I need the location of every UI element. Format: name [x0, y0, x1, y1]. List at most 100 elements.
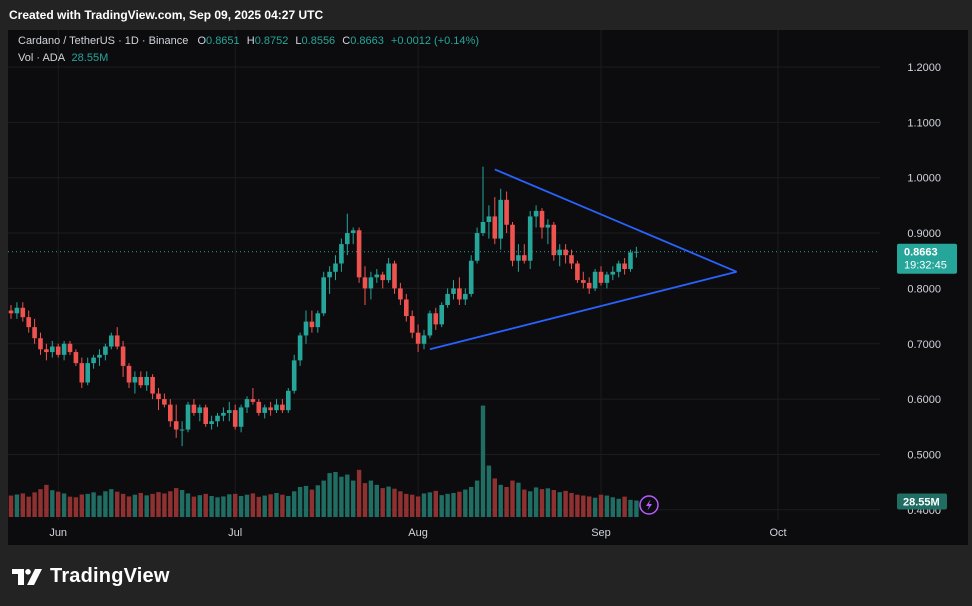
x-tick-label: Jul: [228, 527, 242, 539]
candle-body: [315, 313, 321, 328]
volume-bar: [144, 495, 149, 517]
volume-bar: [575, 494, 580, 517]
candle-body: [91, 357, 96, 364]
triangle-trendline[interactable]: [429, 270, 737, 351]
candle-body: [522, 255, 527, 261]
volume-bar: [516, 482, 521, 517]
candle: [374, 269, 380, 283]
volume-bar: [138, 493, 143, 517]
candle: [55, 343, 61, 358]
volume-bar: [44, 484, 49, 517]
candle-body: [339, 244, 344, 264]
volume-bar: [179, 490, 185, 517]
candle-body: [179, 429, 185, 431]
y-axis: 1.2000 1.1000 1.0000 0.9000 0.8000 0.7000 0.60…: [907, 62, 941, 517]
x-axis: Jun Jul Aug Sep Oct: [49, 527, 786, 539]
candle: [126, 363, 132, 389]
flash-icon[interactable]: [639, 495, 659, 515]
low-label: L: [295, 35, 302, 47]
candle: [79, 357, 85, 389]
candle-body: [26, 317, 31, 328]
candle-body: [50, 346, 55, 353]
volume-bar: [85, 493, 90, 517]
volume-bar: [103, 491, 108, 517]
candle: [545, 219, 551, 245]
tradingview-logo[interactable]: TradingView: [12, 565, 170, 588]
volume-bar: [262, 495, 267, 517]
candle-body: [327, 271, 332, 278]
header-bar: Created with TradingView.com, Sep 09, 20…: [0, 0, 972, 30]
candle-body: [610, 271, 616, 275]
candle-body: [120, 346, 126, 366]
candle-body: [374, 274, 380, 278]
volume-bar: [634, 500, 639, 517]
volume-bar: [309, 489, 315, 517]
y-tick-label: 0.6000: [907, 394, 941, 406]
candle-body: [557, 249, 562, 256]
chart-svg[interactable]: 1.2000 1.1000 1.0000 0.9000 0.8000 0.7000 0.60…: [8, 30, 968, 545]
candle: [73, 349, 79, 366]
trendlines[interactable]: [429, 168, 738, 351]
volume-bars: [8, 405, 639, 517]
volume-bar: [598, 494, 604, 517]
candle: [386, 257, 391, 283]
candle-body: [368, 277, 374, 289]
volume-tag: 28.55M: [897, 493, 947, 510]
candle-body: [539, 210, 545, 228]
x-tick-label: Jun: [49, 527, 67, 539]
chart-area[interactable]: 1.2000 1.1000 1.0000 0.9000 0.8000 0.7000 0.60…: [8, 30, 968, 545]
candle: [527, 210, 533, 270]
volume-bar: [368, 480, 374, 517]
candle: [345, 213, 350, 256]
volume-bar: [421, 493, 427, 517]
symbol-name[interactable]: Cardano / TetherUS · 1D · Binance: [18, 35, 189, 47]
candle: [297, 332, 303, 366]
volume-bar: [398, 491, 403, 517]
candle: [486, 205, 492, 239]
candle: [557, 244, 562, 267]
candle-body: [356, 230, 362, 278]
candle: [221, 407, 226, 422]
candle: [533, 205, 539, 228]
candle-body: [362, 277, 368, 289]
volume-bar: [356, 469, 362, 517]
triangle-trendline[interactable]: [494, 168, 738, 273]
volume-bar: [351, 480, 356, 517]
candle: [209, 415, 214, 430]
candle-body: [97, 354, 102, 358]
candle-body: [622, 263, 627, 270]
candle: [339, 238, 344, 272]
volume-bar: [321, 480, 326, 517]
close-value: 0.8663: [350, 35, 384, 47]
candle-body: [510, 224, 515, 261]
candle: [492, 197, 498, 245]
volume-bar: [474, 480, 480, 517]
volume-bar: [551, 490, 556, 517]
volume-bar: [268, 494, 273, 517]
candle-body: [85, 363, 90, 383]
candle-body: [132, 376, 138, 383]
volume-bar: [227, 494, 232, 517]
candle-body: [61, 343, 67, 355]
candle: [439, 302, 444, 328]
volume-bar: [445, 493, 450, 517]
volume-bar: [209, 496, 214, 517]
volume-bar: [469, 487, 474, 517]
footer-brand: TradingView: [50, 565, 170, 587]
volume-bar: [132, 494, 138, 517]
volume-bar: [91, 492, 96, 517]
volume-bar: [32, 492, 37, 517]
candle: [516, 244, 521, 272]
volume-bar: [97, 495, 102, 517]
candle-body: [286, 390, 291, 411]
candle: [404, 293, 409, 322]
candle: [504, 191, 509, 234]
volume-value: 28.55M: [71, 52, 109, 64]
volume-bar: [439, 495, 444, 517]
candle-body: [545, 224, 551, 228]
volume-label: Vol · ADA: [18, 52, 65, 64]
candle: [268, 401, 273, 416]
volume-bar: [238, 496, 244, 517]
countdown-label: 19:32:45: [904, 260, 947, 272]
candle: [173, 404, 179, 438]
